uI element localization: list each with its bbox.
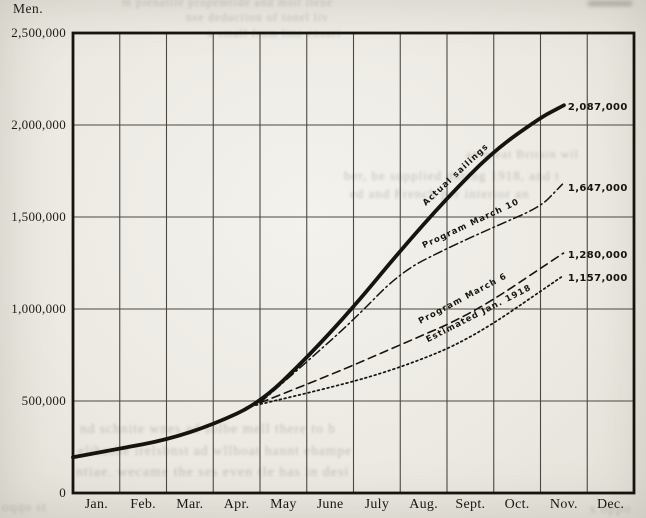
- x-month-label: Mar.: [176, 497, 204, 512]
- y-tick-label: 0: [59, 485, 66, 500]
- end-value-label-march6: 1,280,000: [567, 250, 628, 262]
- y-tick-label: 2,000,000: [11, 117, 66, 132]
- y-tick-label: 1,000,000: [11, 301, 66, 316]
- end-value-label-actual: 2,087,000: [567, 101, 628, 113]
- y-tick-label: 500,000: [21, 393, 66, 408]
- x-month-label: Jan.: [84, 497, 109, 512]
- end-value-label-estimated: 1,157,000: [567, 273, 628, 285]
- x-month-label: Aug.: [409, 497, 439, 512]
- x-month-label: May: [270, 497, 297, 512]
- x-month-label: July: [364, 497, 390, 512]
- gridlines: [73, 33, 634, 493]
- series-line-march10: [259, 183, 564, 404]
- x-month-label: June: [316, 497, 344, 512]
- y-tick-label: 1,500,000: [11, 209, 66, 224]
- series-line-march6: [259, 252, 565, 404]
- y-axis-title: Men.: [13, 1, 44, 16]
- x-month-label: Nov.: [549, 497, 578, 512]
- x-month-label: Apr.: [223, 497, 250, 512]
- x-month-label: Feb.: [130, 497, 156, 512]
- x-month-label: Oct.: [504, 497, 530, 512]
- x-month-label: Dec.: [597, 497, 625, 512]
- x-month-label: Sept.: [455, 497, 486, 512]
- end-value-label-march10: 1,647,000: [567, 182, 628, 194]
- series-line-actual: [71, 103, 566, 460]
- y-tick-label: 2,500,000: [11, 25, 66, 40]
- plot-frame: [71, 31, 636, 495]
- series-line-estimated: [245, 274, 565, 409]
